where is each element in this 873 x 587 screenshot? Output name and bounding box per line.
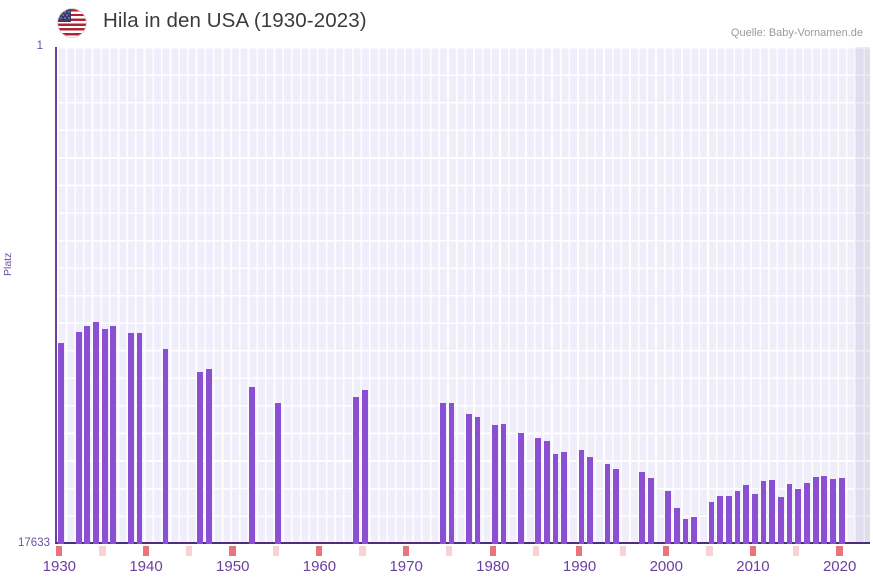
flag-canton [58, 9, 71, 22]
bar[interactable] [448, 402, 455, 544]
x-tick-mark-1975 [446, 546, 453, 556]
bar[interactable] [535, 437, 542, 544]
x-axis-tick-2010: 2010 [736, 558, 770, 575]
x-tick-mark-1995 [619, 546, 626, 556]
x-axis-tick-1930: 1930 [42, 558, 77, 575]
x-axis-tick-1950: 1950 [216, 558, 250, 575]
bar[interactable] [353, 397, 359, 544]
bar[interactable] [604, 463, 611, 544]
bar[interactable] [830, 479, 836, 544]
bar[interactable] [674, 507, 680, 544]
bar[interactable] [197, 372, 203, 544]
bar[interactable] [136, 332, 143, 544]
x-tick-mark-2000 [662, 546, 670, 556]
x-axis-tick-1940: 1940 [129, 558, 163, 575]
bar[interactable] [743, 485, 750, 544]
bar[interactable] [361, 389, 368, 544]
x-axis-tick-1970: 1970 [389, 558, 423, 575]
bar[interactable] [517, 433, 524, 544]
bar[interactable] [778, 496, 784, 544]
x-tick-mark-1955 [272, 546, 280, 556]
x-tick-mark-1970 [402, 546, 410, 556]
chart-header: Hila in den USA (1930-2023) Quelle: Baby… [0, 0, 873, 46]
x-axis-tick-1990: 1990 [562, 558, 597, 575]
bar[interactable] [587, 456, 594, 544]
x-tick-mark-1985 [532, 546, 540, 556]
bar[interactable] [552, 453, 559, 544]
bar[interactable] [821, 475, 828, 544]
bar[interactable] [665, 491, 672, 544]
bar[interactable] [812, 476, 819, 544]
x-tick-mark-1990 [576, 546, 583, 556]
grid-lines [57, 47, 870, 542]
bar[interactable] [717, 496, 724, 544]
x-tick-mark-1960 [316, 546, 323, 556]
x-tick-mark-1950 [229, 546, 236, 556]
bar[interactable] [491, 424, 498, 544]
bar[interactable] [804, 483, 810, 544]
bar[interactable] [613, 468, 620, 544]
bar[interactable] [110, 325, 117, 544]
bar[interactable] [578, 450, 585, 544]
bar[interactable] [127, 332, 134, 544]
x-tick-mark-2015 [793, 546, 800, 556]
x-tick-mark-1930 [56, 546, 63, 556]
x-axis-tick-1960: 1960 [302, 558, 337, 575]
y-axis-bottom-tick: 17633 [18, 537, 50, 549]
bar[interactable] [249, 387, 255, 544]
bar[interactable] [648, 477, 654, 544]
x-tick-mark-2020 [836, 546, 843, 556]
bar[interactable] [75, 331, 82, 544]
x-tick-mark-1965 [359, 546, 366, 556]
x-axis-tick-2000: 2000 [649, 558, 683, 575]
source-label: Quelle: Baby-Vornamen.de [730, 27, 863, 39]
bar[interactable] [769, 480, 776, 544]
bar[interactable] [726, 495, 732, 544]
bar[interactable] [708, 501, 715, 544]
bar[interactable] [500, 423, 507, 544]
bar[interactable] [734, 491, 741, 544]
x-tick-mark-2010 [749, 546, 756, 556]
bar[interactable] [691, 517, 698, 544]
x-tick-mark-1940 [142, 546, 149, 556]
bar[interactable] [439, 402, 446, 544]
us-flag-icon [57, 8, 87, 38]
x-tick-mark-1980 [489, 546, 496, 556]
bar[interactable] [474, 417, 481, 544]
bar[interactable] [58, 342, 65, 544]
bar[interactable] [205, 369, 212, 544]
x-tick-mark-1935 [99, 546, 106, 556]
bar[interactable] [544, 441, 550, 544]
bar[interactable] [838, 477, 845, 544]
x-axis-tick-1980: 1980 [476, 558, 510, 575]
plot-area [55, 47, 870, 544]
bar[interactable] [760, 481, 767, 544]
page-title: Hila in den USA (1930-2023) [103, 9, 367, 32]
bar[interactable] [93, 322, 99, 544]
y-axis-top-tick: 1 [36, 40, 43, 52]
bar[interactable] [752, 493, 758, 544]
bar[interactable] [561, 452, 568, 544]
bar[interactable] [639, 472, 646, 544]
bar[interactable] [84, 325, 91, 544]
bar[interactable] [162, 349, 169, 544]
x-tick-mark-1945 [186, 546, 193, 556]
bar[interactable] [682, 518, 689, 544]
bar[interactable] [786, 484, 793, 544]
x-axis-tick-2020: 2020 [822, 558, 857, 575]
future-shaded-region [854, 47, 870, 542]
bar[interactable] [101, 329, 108, 544]
bar[interactable] [795, 489, 802, 544]
y-axis-title: Platz [2, 252, 14, 276]
bar[interactable] [465, 413, 472, 544]
bar[interactable] [275, 402, 281, 544]
x-tick-mark-2005 [706, 546, 713, 556]
